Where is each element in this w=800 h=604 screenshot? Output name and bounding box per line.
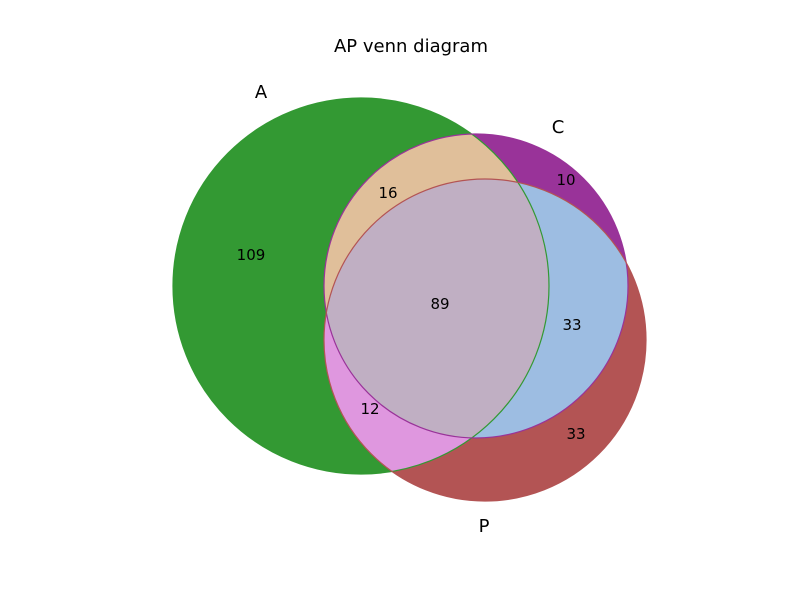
set-label-c: C bbox=[552, 117, 565, 138]
count-a-c-only: 16 bbox=[378, 184, 397, 202]
count-c-only: 10 bbox=[556, 171, 575, 189]
set-label-a: A bbox=[255, 82, 268, 103]
circle-c-outline bbox=[323, 133, 629, 439]
count-a-p-only: 12 bbox=[360, 400, 379, 418]
diagram-title: AP venn diagram bbox=[334, 36, 488, 57]
circle-p-outline bbox=[323, 178, 647, 502]
count-p-only: 33 bbox=[566, 425, 585, 443]
set-label-p: P bbox=[479, 516, 490, 537]
count-a-c-p: 89 bbox=[430, 295, 449, 313]
count-a-only: 109 bbox=[237, 246, 266, 264]
count-c-p-only: 33 bbox=[562, 316, 581, 334]
circle-a-outline bbox=[172, 97, 550, 475]
